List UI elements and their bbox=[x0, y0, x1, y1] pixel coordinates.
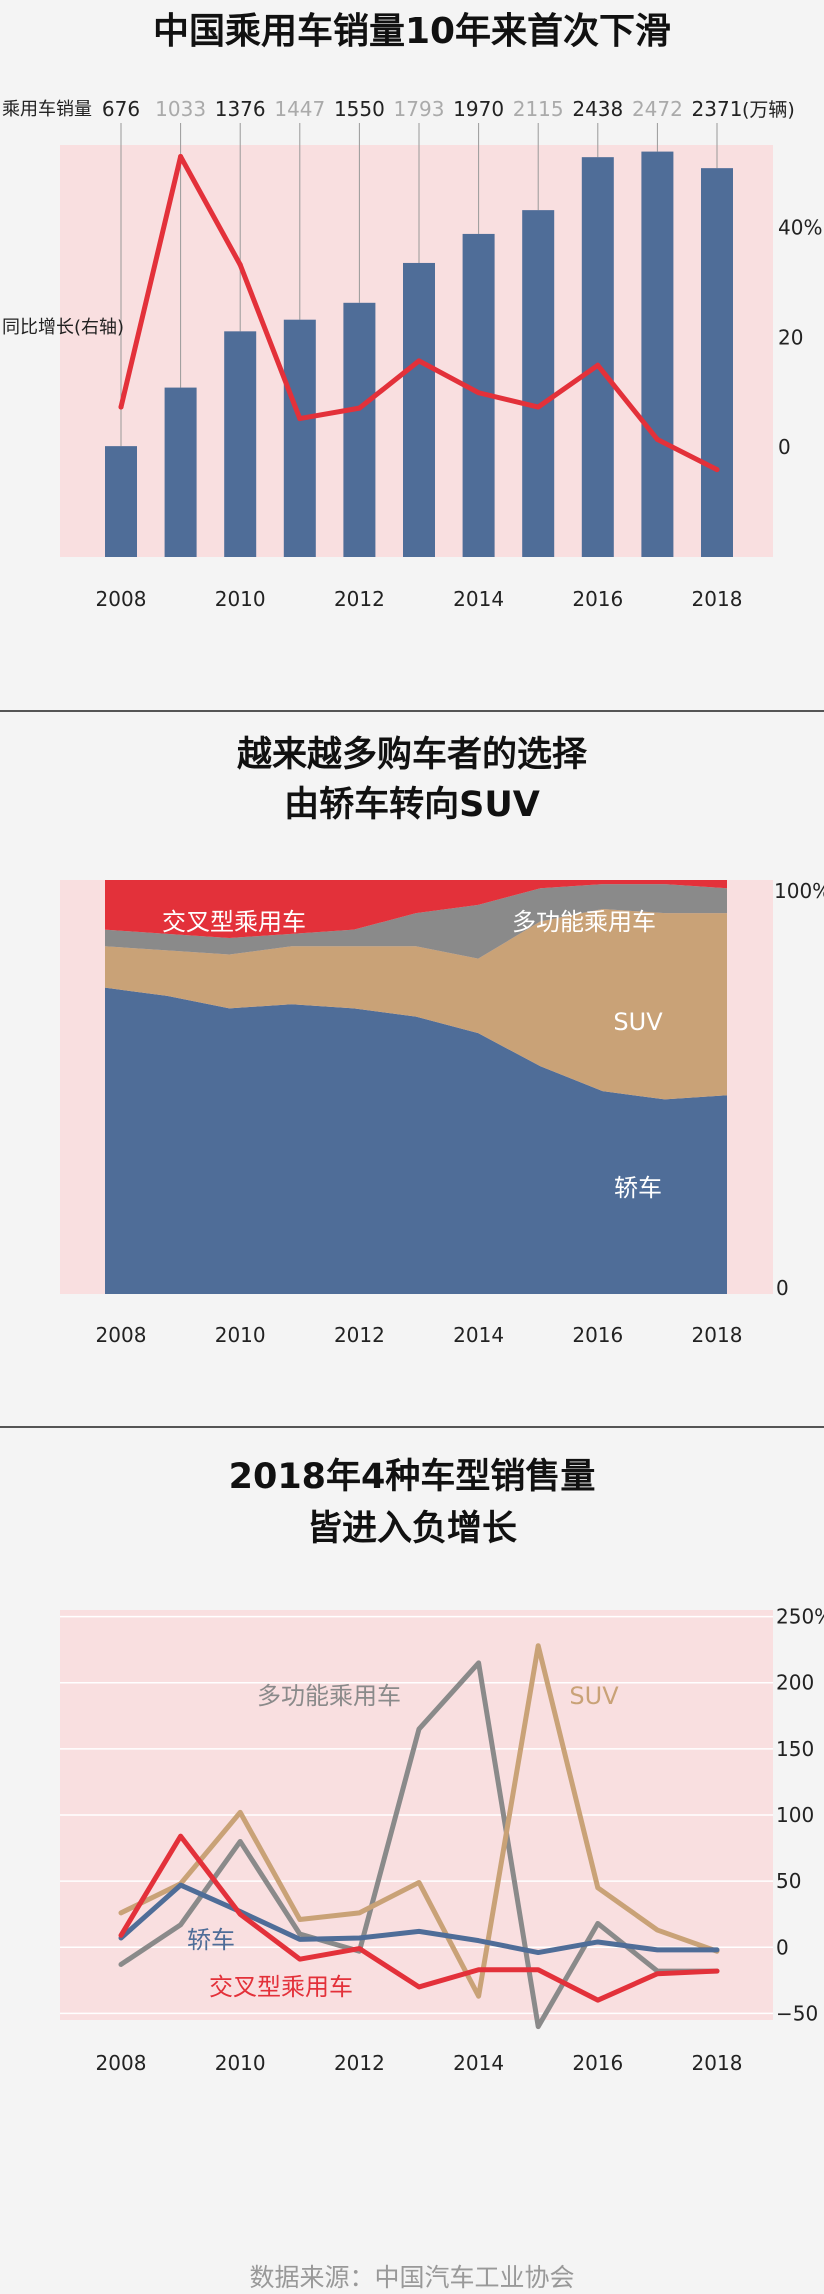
chart3-right-tick: 150 bbox=[776, 1737, 814, 1761]
chart1-bar bbox=[105, 446, 137, 557]
chart3-right-tick: 50 bbox=[776, 1869, 801, 1893]
chart2-panel: 越来越多购车者的选择 由轿车转向SUV 轿车 SUV 多功能乘用车 交叉型乘用车 20… bbox=[0, 712, 824, 1426]
chart1-unit-label: (万辆) bbox=[742, 99, 795, 121]
chart2-x-tick: 2012 bbox=[334, 1323, 385, 1347]
data-source-note: 数据来源：中国汽车工业协会 bbox=[249, 2263, 575, 2292]
chart3-line-交叉型乘用车 bbox=[118, 1833, 720, 2003]
chart3-line-SUV bbox=[118, 1643, 720, 1999]
chart2-x-tick: 2014 bbox=[453, 1323, 504, 1347]
chart1-value-label: 1970 bbox=[453, 97, 504, 121]
chart1-bar bbox=[581, 157, 614, 557]
chart1-value-label: 1447 bbox=[274, 97, 325, 121]
chart2-x-tick: 2018 bbox=[692, 1323, 743, 1347]
chart3-title-line2: 皆进入负增长 bbox=[306, 1509, 517, 1549]
chart1-growth-point bbox=[178, 154, 184, 160]
chart1-panel: 中国乘用车销量10年来首次下滑 乘用车销量同比增长(右轴) 676 1033 1376… bbox=[0, 0, 824, 710]
chart1-bar bbox=[522, 210, 555, 557]
chart1-x-tick: 2018 bbox=[692, 587, 743, 611]
chart3-title-line1: 2018年4种车型销售量 bbox=[228, 1457, 596, 1497]
chart1-value-label: 1793 bbox=[394, 97, 445, 121]
chart2-x-tick: 2016 bbox=[572, 1323, 623, 1347]
chart2-area-轿车 bbox=[105, 987, 727, 1294]
chart3-series-label: SUV bbox=[569, 1682, 619, 1710]
chart1-value-label: 676 bbox=[102, 97, 140, 121]
chart1-bar bbox=[283, 319, 316, 557]
chart1-bar bbox=[641, 151, 674, 558]
chart1-value-label: 2438 bbox=[572, 97, 623, 121]
chart2-area-多功能乘用车 bbox=[105, 884, 727, 959]
chart2-x-tick: 2010 bbox=[215, 1323, 266, 1347]
chart1-growth-point bbox=[476, 390, 482, 396]
separator bbox=[0, 710, 824, 712]
chart2-series-label: 交叉型乘用车 bbox=[162, 908, 306, 936]
chart2-right-tick: 0 bbox=[776, 1276, 789, 1300]
chart2-area-SUV bbox=[105, 908, 727, 1100]
chart1-growth-point bbox=[356, 405, 362, 411]
chart1-series-label-growth: 同比增长(右轴) bbox=[2, 317, 124, 338]
chart3-panel: 2018年4种车型销售量 皆进入负增长 多功能乘用车 SUV 轿车交叉型乘用车 20… bbox=[0, 1428, 824, 2285]
chart1-right-tick: 40% bbox=[778, 215, 822, 239]
chart1-x-tick: 2008 bbox=[96, 587, 147, 611]
chart1-bar bbox=[343, 302, 376, 557]
chart1-x-tick: 2010 bbox=[215, 587, 266, 611]
chart1-bar bbox=[701, 168, 733, 557]
chart3-x-tick: 2008 bbox=[96, 2051, 147, 2075]
chart1-growth-point bbox=[654, 436, 660, 442]
chart3-x-tick: 2010 bbox=[215, 2051, 266, 2075]
chart3-x-tick: 2016 bbox=[572, 2051, 623, 2075]
chart1-title: 中国乘用车销量10年来首次下滑 bbox=[152, 11, 672, 52]
chart1-bar bbox=[224, 331, 257, 557]
chart1-right-tick: 0 bbox=[778, 435, 791, 459]
chart3-line-轿车 bbox=[118, 1882, 720, 1956]
chart2-area-交叉型乘用车 bbox=[105, 880, 727, 938]
chart1-bar bbox=[164, 387, 197, 557]
chart1-value-label: 1033 bbox=[155, 97, 206, 121]
chart1-growth-point bbox=[237, 262, 243, 268]
chart2-svg: 轿车 SUV 多功能乘用车 交叉型乘用车 2008 2010 2012 2014 2016 20… bbox=[60, 879, 824, 1347]
chart1-growth-point bbox=[595, 362, 601, 368]
chart3-x-tick: 2014 bbox=[453, 2051, 504, 2075]
chart1-growth-point bbox=[714, 467, 720, 473]
chart1-growth-point bbox=[118, 404, 124, 410]
chart1-value-label: 2371 bbox=[692, 97, 743, 121]
chart3-right-tick: −50 bbox=[776, 2001, 818, 2025]
chart1-x-tick: 2016 bbox=[572, 587, 623, 611]
chart1-value-label: 2472 bbox=[632, 97, 683, 121]
chart3-series-label: 交叉型乘用车 bbox=[209, 1973, 353, 2001]
chart1-value-label: 1550 bbox=[334, 97, 385, 121]
chart1-bar bbox=[403, 262, 435, 557]
chart2-series-label: 轿车 bbox=[614, 1174, 662, 1202]
chart1-growth-point bbox=[535, 404, 541, 410]
separator bbox=[0, 1426, 824, 1428]
chart1-value-label: 1376 bbox=[215, 97, 266, 121]
chart1-growth-point bbox=[297, 416, 303, 422]
chart2-series-label: 多功能乘用车 bbox=[512, 908, 656, 936]
chart2-title-line2: 由轿车转向SUV bbox=[284, 785, 540, 825]
chart1-value-label: 2115 bbox=[513, 97, 564, 121]
chart1-growth-point bbox=[416, 358, 422, 364]
chart3-series-label: 多功能乘用车 bbox=[257, 1682, 401, 1710]
chart3-line-多功能乘用车 bbox=[118, 1660, 720, 2030]
chart2-title-line1: 越来越多购车者的选择 bbox=[236, 735, 587, 775]
chart3-right-tick: 0 bbox=[776, 1935, 789, 1959]
chart3-series-label: 轿车 bbox=[187, 1926, 235, 1954]
chart1-series-label-sales: 乘用车销量 bbox=[2, 99, 92, 120]
chart1-right-tick: 20 bbox=[778, 325, 803, 349]
chart2-series-label: SUV bbox=[613, 1008, 663, 1036]
chart3-right-tick: 250% bbox=[776, 1605, 824, 1629]
chart3-right-tick: 200 bbox=[776, 1671, 814, 1695]
chart1-x-tick: 2012 bbox=[334, 587, 385, 611]
chart3-x-tick: 2018 bbox=[692, 2051, 743, 2075]
chart2-right-tick: 100% bbox=[774, 879, 824, 903]
chart3-right-tick: 100 bbox=[776, 1803, 814, 1827]
chart1-x-tick: 2014 bbox=[453, 587, 504, 611]
chart2-x-tick: 2008 bbox=[96, 1323, 147, 1347]
chart3-x-tick: 2012 bbox=[334, 2051, 385, 2075]
